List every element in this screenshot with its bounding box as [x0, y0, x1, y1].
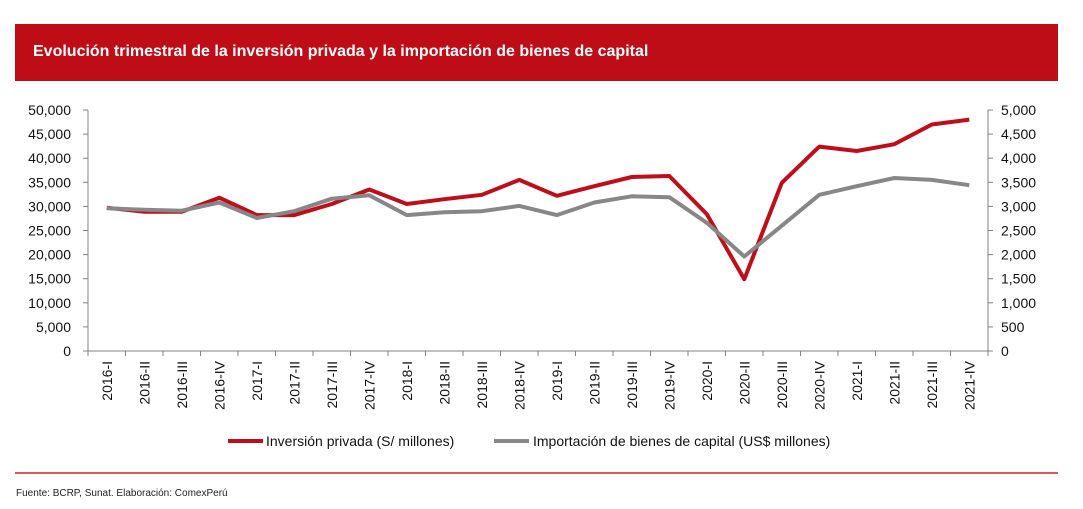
x-tick-label: 2018-II — [436, 361, 452, 405]
y-left-tick-label: 40,000 — [28, 150, 71, 166]
y-right-tick-label: 3,000 — [1001, 198, 1036, 214]
chart-title: Evolución trimestral de la inversión pri… — [33, 43, 649, 60]
y-right-tick-label: 4,000 — [1001, 150, 1036, 166]
x-tick-label: 2017-IV — [361, 360, 377, 410]
chart-series — [106, 117, 970, 282]
x-tick-label: 2019-II — [586, 361, 602, 405]
x-tick-label: 2021-IV — [961, 360, 977, 410]
y-left-tick-label: 20,000 — [28, 247, 71, 263]
source-note: Fuente: BCRP, Sunat. Elaboración: ComexP… — [16, 488, 228, 499]
x-tick-label: 2017-III — [324, 361, 340, 408]
y-right-tick-label: 500 — [1001, 319, 1025, 335]
x-tick-label: 2016-I — [99, 361, 115, 401]
y-right-tick-label: 2,500 — [1001, 223, 1036, 239]
x-tick-label: 2016-III — [174, 361, 190, 408]
x-tick-label: 2021-III — [924, 361, 940, 408]
y-left-tick-label: 5,000 — [36, 319, 71, 335]
series-line-inversion-privada — [106, 117, 970, 282]
y-right-tick-label: 1,000 — [1001, 295, 1036, 311]
y-left-tick-label: 50,000 — [28, 102, 71, 118]
y-right-tick-label: 2,000 — [1001, 247, 1036, 263]
y-left-tick-label: 35,000 — [28, 174, 71, 190]
y-right-tick-label: 1,500 — [1001, 271, 1036, 287]
chart-legend: Inversión privada (S/ millones) Importaci… — [228, 433, 830, 449]
y-left-tick-label: 15,000 — [28, 271, 71, 287]
x-tick-label: 2017-I — [249, 361, 265, 401]
y-right-tick-label: 4,500 — [1001, 126, 1036, 142]
x-tick-label: 2016-IV — [211, 360, 227, 410]
x-tick-label: 2019-I — [549, 361, 565, 401]
title-bar: Evolución trimestral de la inversión pri… — [15, 24, 1058, 81]
x-tick-label: 2017-II — [286, 361, 302, 405]
x-tick-label: 2021-I — [849, 361, 865, 401]
x-tick-label: 2018-I — [399, 361, 415, 401]
legend-label: Importación de bienes de capital (US$ mi… — [533, 433, 830, 449]
x-tick-label: 2018-III — [474, 361, 490, 408]
chart-axes: 0 5,000 10,000 15,000 20,000 25,000 30,000 35,0… — [28, 102, 1036, 410]
x-tick-label: 2020-I — [699, 361, 715, 401]
x-tick-label: 2020-II — [736, 361, 752, 405]
y-left-tick-label: 25,000 — [28, 223, 71, 239]
legend-label: Inversión privada (S/ millones) — [266, 433, 454, 449]
x-tick-label: 2019-III — [624, 361, 640, 408]
x-tick-label: 2016-II — [136, 361, 152, 405]
x-tick-label: 2021-II — [886, 361, 902, 405]
y-left-tick-label: 0 — [63, 343, 71, 359]
series-line-importacion-bienes-capital — [106, 176, 970, 259]
x-tick-label: 2019-IV — [661, 360, 677, 410]
y-left-tick-label: 10,000 — [28, 295, 71, 311]
y-left-tick-label: 30,000 — [28, 198, 71, 214]
x-tick-label: 2020-III — [774, 361, 790, 408]
x-tick-label: 2020-IV — [811, 360, 827, 410]
y-right-tick-label: 0 — [1001, 343, 1009, 359]
y-right-tick-label: 5,000 — [1001, 102, 1036, 118]
x-tick-label: 2018-IV — [511, 360, 527, 410]
footer-divider — [15, 472, 1058, 474]
y-left-tick-label: 45,000 — [28, 126, 71, 142]
y-right-tick-label: 3,500 — [1001, 174, 1036, 190]
